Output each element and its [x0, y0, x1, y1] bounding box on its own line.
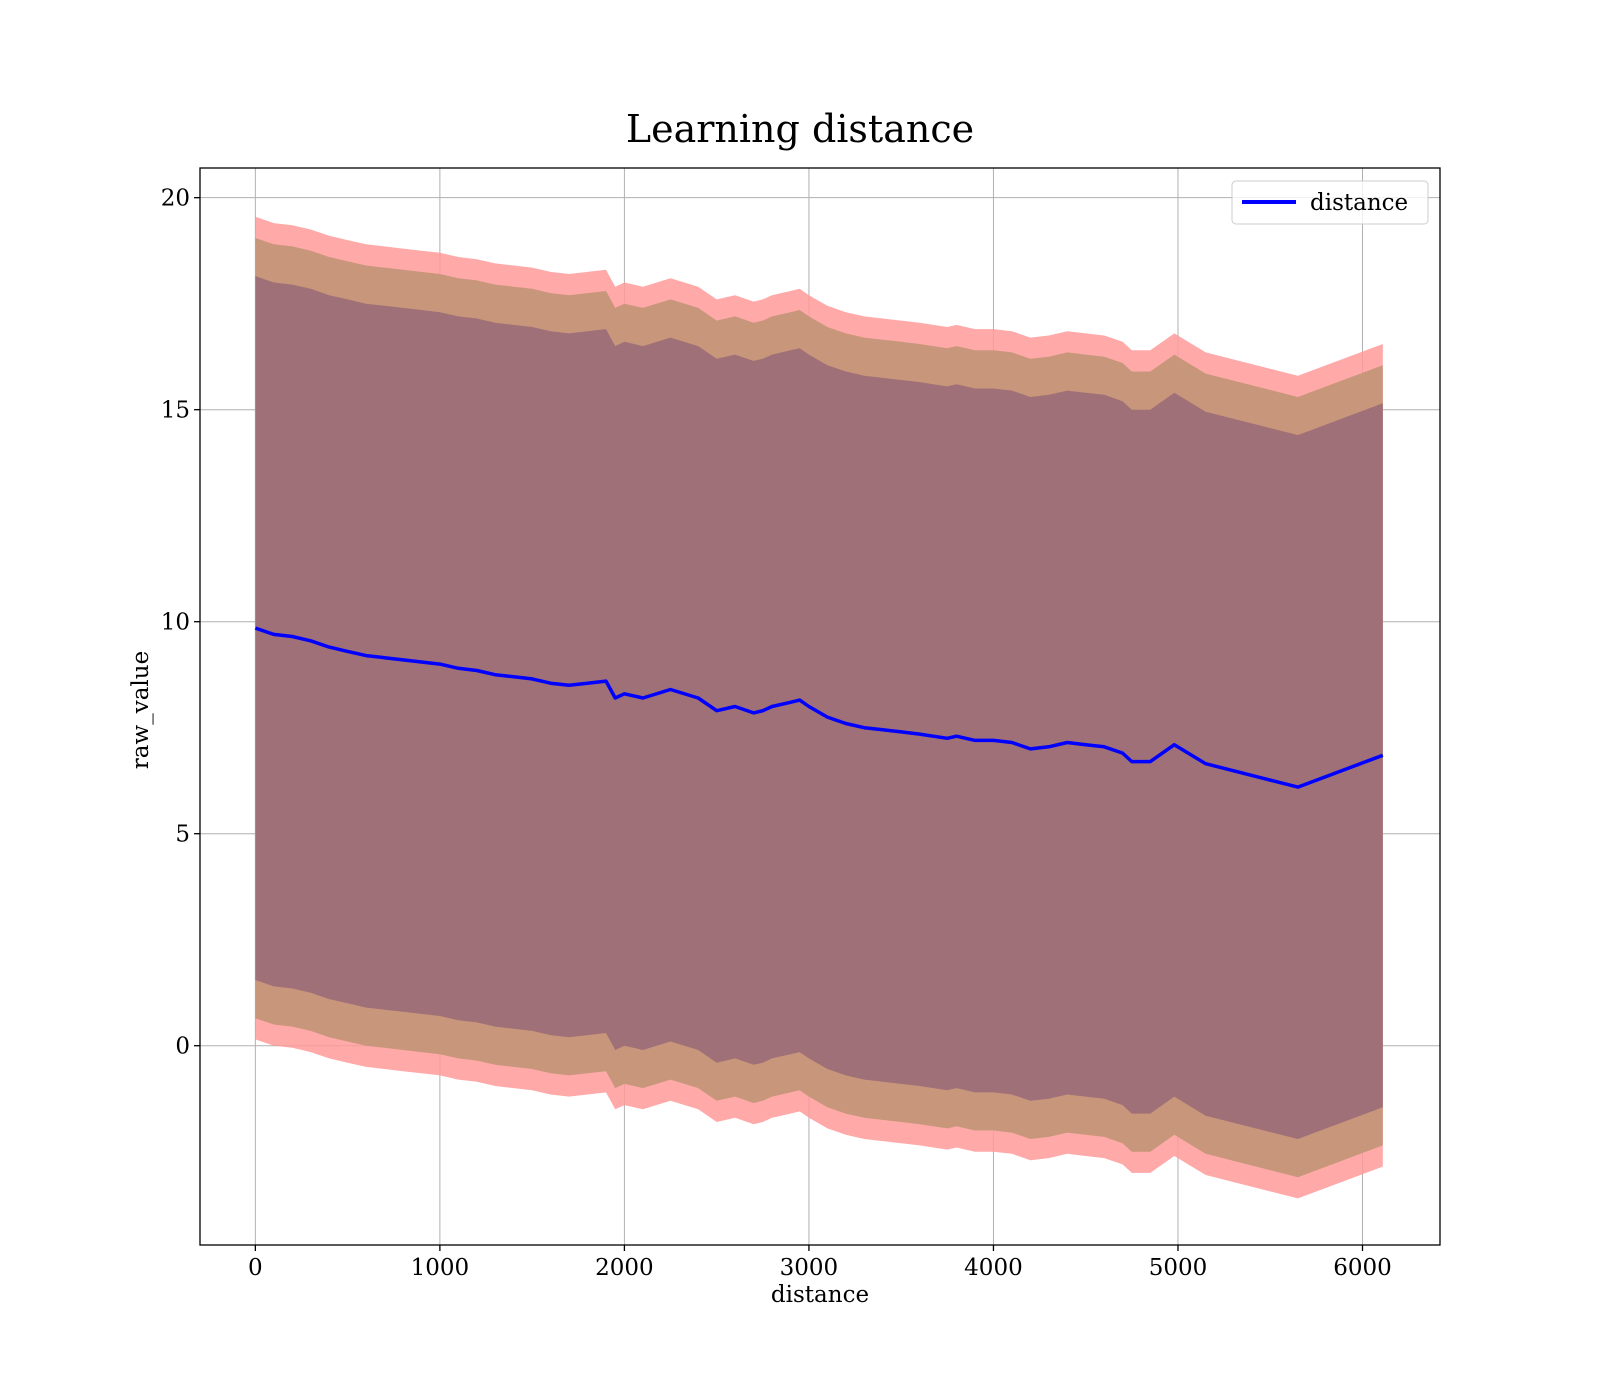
x-tick-label: 0	[248, 1255, 263, 1281]
series-line-distance	[254, 626, 1384, 789]
x-tick-label: 4000	[964, 1255, 1023, 1281]
y-tick-label: 20	[161, 186, 190, 212]
x-tick-label: 5000	[1149, 1255, 1208, 1281]
axes-frame	[199, 167, 1441, 1246]
y-tick-label: 0	[175, 1034, 190, 1060]
legend: distance	[1231, 180, 1429, 225]
band-inner	[255, 276, 1383, 1140]
x-tick-label: 3000	[780, 1255, 839, 1281]
legend-label-distance: distance	[1310, 190, 1408, 216]
chart-title: Learning distance	[626, 107, 974, 151]
x-tick-label: 6000	[1333, 1255, 1392, 1281]
series-lines	[254, 626, 1384, 789]
bands	[255, 216, 1383, 1199]
y-tick-label: 10	[161, 610, 190, 636]
legend-box	[1231, 180, 1429, 225]
ticks: 0 1000 2000 3000 4000 5000 6000 0 5 10 15 20	[161, 186, 1392, 1281]
y-tick-label: 5	[175, 822, 190, 848]
x-axis-label: distance	[771, 1282, 869, 1308]
y-axis-label: raw_value	[128, 651, 154, 769]
x-tick-label: 1000	[411, 1255, 470, 1281]
x-tick-label: 2000	[595, 1255, 654, 1281]
y-tick-label: 15	[161, 398, 190, 424]
